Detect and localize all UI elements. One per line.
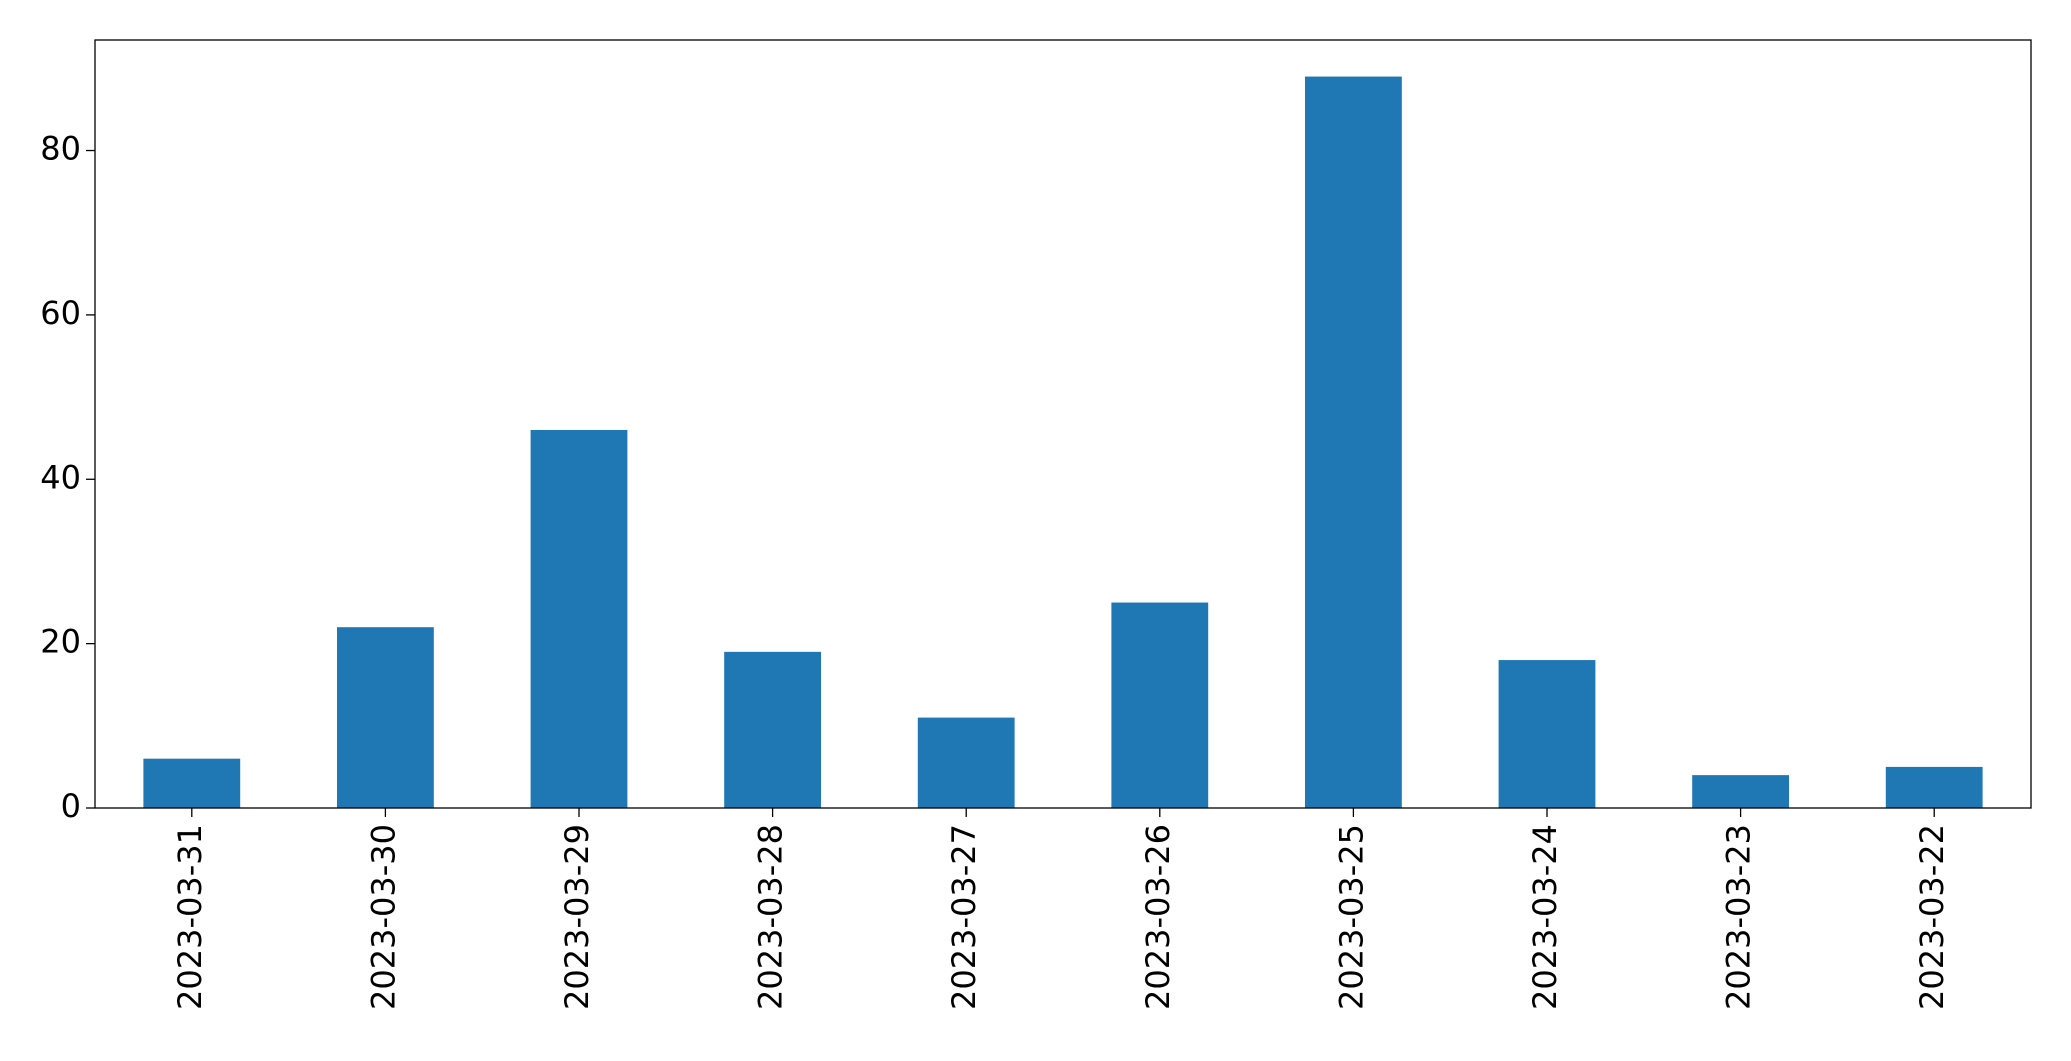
- bar: [1885, 766, 1983, 808]
- bar: [143, 758, 241, 808]
- x-tick-label: 2023-03-28: [752, 824, 790, 1010]
- x-tick-label: 2023-03-31: [171, 824, 209, 1010]
- y-tick-label: 20: [40, 623, 81, 661]
- x-tick-label: 2023-03-25: [1332, 824, 1370, 1010]
- bar: [1111, 602, 1209, 808]
- plot-frame: [94, 39, 2032, 809]
- bar: [1305, 76, 1402, 809]
- x-tick-label: 2023-03-27: [945, 824, 983, 1010]
- x-tick-label: 2023-03-22: [1913, 824, 1951, 1010]
- bar: [917, 717, 1015, 808]
- bar: [1498, 660, 1596, 808]
- bar: [337, 627, 434, 808]
- y-tick-label: 80: [40, 130, 81, 168]
- bar: [530, 429, 628, 808]
- y-tick-label: 0: [61, 787, 81, 825]
- x-tick-label: 2023-03-30: [364, 824, 402, 1010]
- y-tick-label: 60: [40, 294, 81, 332]
- bar: [1692, 775, 1789, 808]
- x-tick-label: 2023-03-23: [1720, 824, 1758, 1010]
- y-tick-label: 40: [40, 458, 81, 496]
- bar: [724, 651, 821, 808]
- x-tick-label: 2023-03-24: [1526, 824, 1564, 1010]
- x-tick-label: 2023-03-29: [558, 824, 596, 1010]
- x-tick-label: 2023-03-26: [1139, 824, 1177, 1010]
